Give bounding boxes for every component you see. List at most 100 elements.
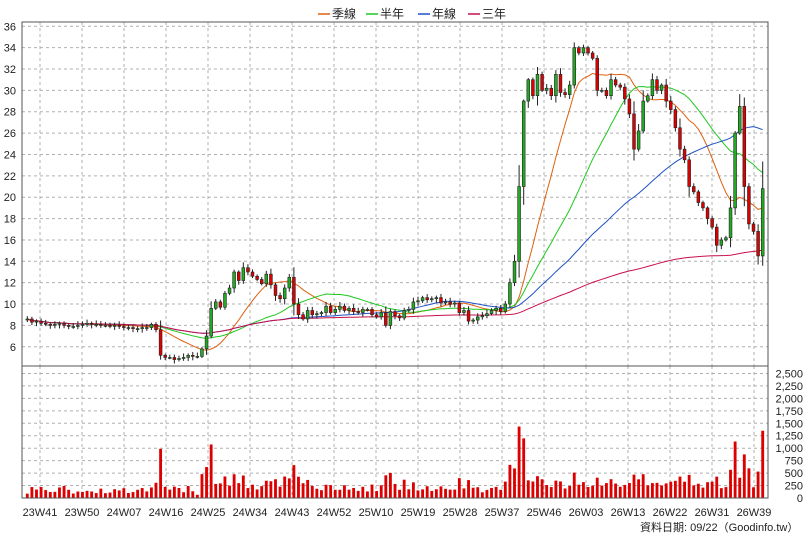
candle-body [420,297,425,302]
volume-bar [71,493,75,498]
volume-bar [600,485,604,498]
volume-bar [591,485,595,498]
candle-body [540,74,544,91]
candle-body [273,284,278,296]
candle-body [282,287,287,299]
volume-bar [531,481,535,498]
candle-body [30,318,34,323]
candle-body [535,74,540,97]
moving-average-line [27,86,763,339]
volume-bar [301,483,305,498]
source-label: 資料日期: 09/22（Goodinfo.tw） [640,520,798,534]
volume-bar [145,491,149,498]
x-tick-label: 26W03 [569,507,604,519]
volume-bar [278,486,282,498]
candle-body [237,271,241,281]
volume-bar [595,477,599,498]
candle-body [347,308,351,311]
candle-body [678,127,682,150]
volume-bar [384,475,388,498]
volume-bar [90,491,94,498]
x-tick-label: 24W07 [107,507,142,519]
volume-bar [710,481,714,498]
volume-bar [126,493,130,498]
volume-bar [251,484,254,498]
candle-body [80,324,85,326]
candle-body [715,226,719,246]
volume-bar [641,474,645,498]
candle-body [494,308,498,311]
candle-body [728,207,733,239]
candle-body [370,309,374,316]
candle-body [305,310,310,320]
x-tick-label: 25W46 [527,507,562,519]
candle-body [338,305,342,310]
candle-body [710,218,714,228]
volume-bar [554,480,558,498]
candle-body [99,324,103,326]
candle-body [581,47,586,54]
candle-body [48,324,53,326]
candle-body [126,327,131,329]
candle-body [246,267,250,273]
candle-body [411,301,416,310]
candle-body [650,79,655,97]
volume-bar [39,487,43,498]
candle-body [154,324,158,330]
x-tick-label: 26W13 [611,507,646,519]
candle-body [485,313,489,317]
candle-body [498,308,503,312]
volume-bar [76,491,80,498]
volume-bar [724,487,728,498]
volume-bar [333,489,337,498]
x-tick-label: 24W43 [275,507,310,519]
volume-bar [94,493,98,498]
volume-bar [62,486,66,498]
volume-bar [499,489,503,498]
volume-bar [476,487,480,498]
volume-bar [35,489,38,498]
x-tick-label: 26W22 [653,507,688,519]
candle-body [43,322,48,325]
candle-body [425,297,429,301]
price-tick-label: 16 [4,235,16,247]
candle-body [168,357,172,359]
candle-body [108,325,112,327]
volume-bar [99,488,103,498]
volume-bar [297,476,300,498]
candle-body [301,314,305,320]
volume-bar [140,488,144,498]
candle-body [521,100,526,187]
candle-body [457,302,462,313]
volume-bar [729,469,732,498]
volume-bar [609,479,613,498]
candle-body [374,314,379,318]
volume-bar [53,491,57,498]
candle-body [135,328,140,330]
volume-bar [434,489,438,498]
candle-body [466,310,471,322]
candle-body [604,90,609,97]
candle-body [705,207,710,219]
candle-body [53,324,57,326]
volume-bar [283,476,287,498]
volume-bar [687,474,691,498]
candle-body [489,310,494,314]
candle-body [526,79,531,102]
volume-bar [416,490,420,498]
volume-bar [453,489,457,498]
candle-body [250,271,255,277]
candle-body [204,335,209,350]
volume-bar [513,468,516,498]
volume-bar [457,478,461,498]
volume-bar [494,486,498,498]
volume-bar [692,485,696,498]
volume-bar [329,485,333,498]
volume-bar [237,483,241,498]
volume-bar [660,485,664,498]
volume-bar [480,492,484,498]
candle-body [544,87,549,91]
candle-body [85,322,89,325]
volume-bar [752,487,755,498]
volume-bar [761,430,765,498]
